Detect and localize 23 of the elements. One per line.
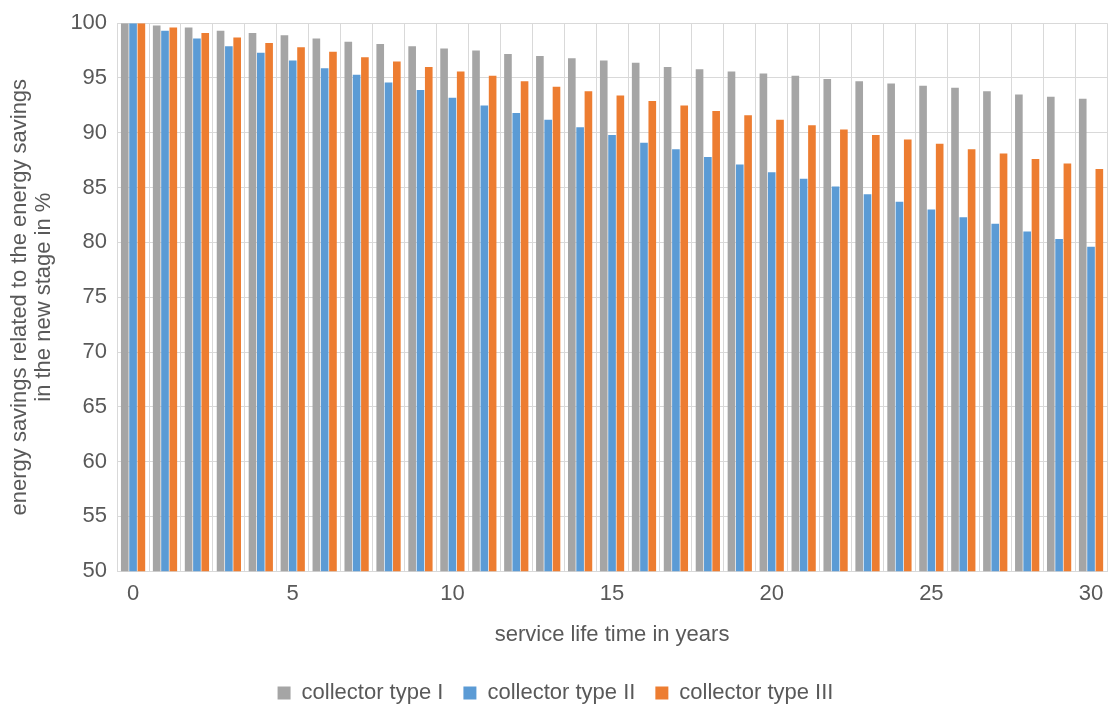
legend-label: collector type I — [301, 679, 444, 705]
x-tick-label: 10 — [440, 580, 465, 606]
x-tick-label: 30 — [1078, 580, 1104, 606]
x-tick-label: 15 — [599, 580, 625, 606]
y-tick-label: 70 — [82, 338, 108, 364]
x-tick-label: 20 — [759, 580, 784, 606]
x-tick-label: 25 — [919, 580, 944, 606]
x-tick-label: 0 — [126, 580, 140, 606]
y-tick-label: 65 — [82, 392, 108, 418]
y-tick-label: 90 — [82, 118, 108, 144]
x-tick-label: 5 — [286, 580, 299, 606]
x-axis-title: service life time in years — [494, 620, 730, 646]
y-tick-label: 75 — [82, 283, 108, 309]
legend-label: collector type II — [487, 679, 636, 705]
y-tick-label: 85 — [82, 173, 108, 199]
y-tick-label: 80 — [82, 228, 108, 254]
y-tick-label: 95 — [82, 64, 108, 90]
y-tick-label: 50 — [82, 557, 108, 583]
legend-label: collector type III — [679, 679, 834, 705]
y-axis-title: energy savings related to the energy savings in the new stage in % — [6, 78, 56, 516]
y-tick-label: 60 — [82, 447, 108, 473]
y-tick-label: 100 — [70, 9, 108, 35]
y-tick-label: 55 — [82, 502, 108, 528]
